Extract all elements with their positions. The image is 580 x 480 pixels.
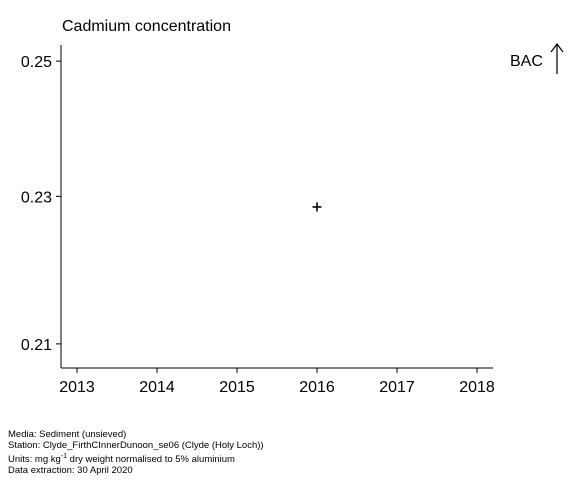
up-arrow-icon (550, 43, 564, 74)
bac-reference: BAC (510, 43, 564, 74)
x-tick-label: 2013 (59, 379, 95, 396)
chart-title: Cadmium concentration (62, 18, 231, 35)
footer-extraction: Data extraction: 30 April 2020 (8, 465, 133, 477)
data-points (312, 202, 322, 212)
x-tick-label: 2015 (219, 379, 255, 396)
footer-station: Station: Clyde_FirthCInnerDunoon_se06 (C… (8, 440, 264, 451)
axes (60, 45, 493, 369)
footer-notes: Media: Sediment (unsieved) Station: Clyd… (8, 429, 264, 476)
data-point (312, 202, 322, 212)
x-tick-label: 2016 (299, 379, 335, 396)
x-tick-label: 2018 (459, 379, 495, 396)
footer-media: Media: Sediment (unsieved) (8, 429, 127, 440)
bac-label: BAC (510, 53, 543, 70)
chart-plot: 0.21 0.23 0.25 2013 2014 2015 2016 2017 2018 BA… (21, 43, 564, 396)
y-tick-label: 0.21 (21, 337, 52, 354)
footer-units: Units: mg kg-1 dry weight normalised to … (8, 453, 235, 466)
x-tick-label: 2014 (139, 379, 175, 396)
y-ticks: 0.21 0.23 0.25 (21, 54, 61, 354)
y-tick-label: 0.25 (21, 54, 52, 71)
x-tick-label: 2017 (379, 379, 415, 396)
x-ticks: 2013 2014 2015 2016 2017 2018 (59, 368, 495, 396)
y-tick-label: 0.23 (21, 189, 52, 206)
